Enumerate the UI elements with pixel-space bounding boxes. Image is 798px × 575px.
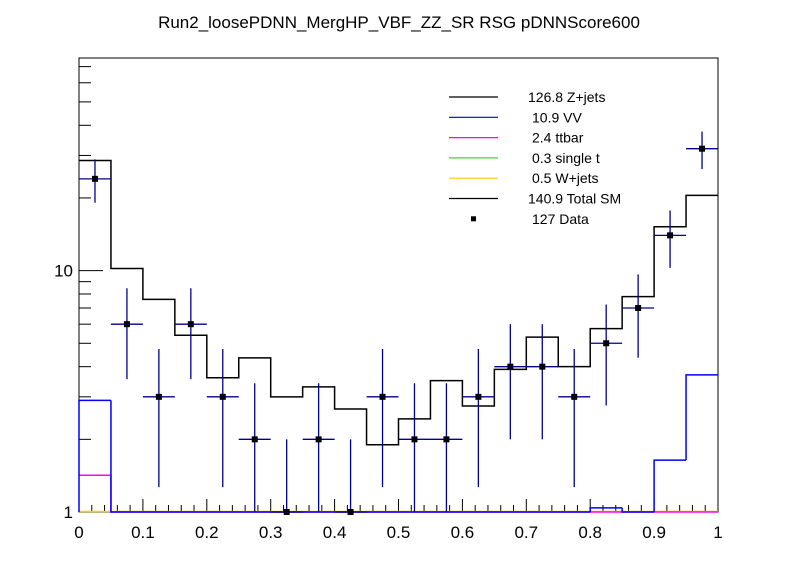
data-point <box>187 321 194 328</box>
x-tick-label: 0.5 <box>387 523 411 542</box>
x-tick-label: 0.8 <box>578 523 602 542</box>
data-point <box>219 393 226 400</box>
x-tick-label: 0.2 <box>195 523 219 542</box>
data-point <box>123 321 130 328</box>
y-tick-label: 10 <box>54 262 73 281</box>
total-sm-histogram <box>79 159 718 446</box>
data-point <box>571 393 578 400</box>
data-point <box>443 436 450 443</box>
data-point <box>347 509 354 515</box>
data-point <box>603 340 610 347</box>
data-point <box>283 509 290 515</box>
legend-label: 140.9 Total SM <box>528 191 621 207</box>
x-tick-label: 1 <box>713 523 722 542</box>
legend-marker <box>471 216 476 222</box>
data-point <box>91 175 98 182</box>
data-point <box>539 363 546 370</box>
chart-title: Run2_loosePDNN_MergHP_VBF_ZZ_SR RSG pDNN… <box>158 13 640 32</box>
legend-label: 0.5 W+jets <box>532 170 599 186</box>
y-tick-label: 1 <box>64 503 73 522</box>
data-point <box>315 436 322 443</box>
x-tick-label: 0.9 <box>642 523 666 542</box>
x-tick-label: 0.1 <box>131 523 155 542</box>
x-tick-label: 0.7 <box>514 523 538 542</box>
data-point <box>475 393 482 400</box>
x-tick-label: 0.3 <box>259 523 283 542</box>
data-point <box>155 393 162 400</box>
data-point <box>411 436 418 443</box>
data-point <box>251 436 258 443</box>
legend-label: 10.9 VV <box>532 109 582 125</box>
data-point <box>635 305 642 312</box>
legend-label: 127 Data <box>532 211 589 227</box>
x-tick-label: 0.4 <box>323 523 347 542</box>
x-tick-label: 0.6 <box>451 523 475 542</box>
data-point <box>667 232 674 239</box>
legend-label: 2.4 ttbar <box>532 130 584 146</box>
data-point <box>507 363 514 370</box>
x-tick-label: 0 <box>74 523 83 542</box>
data-point <box>699 145 706 152</box>
legend-label: 126.8 Z+jets <box>528 89 605 105</box>
data-point <box>379 393 386 400</box>
legend-label: 0.3 single t <box>532 150 600 166</box>
